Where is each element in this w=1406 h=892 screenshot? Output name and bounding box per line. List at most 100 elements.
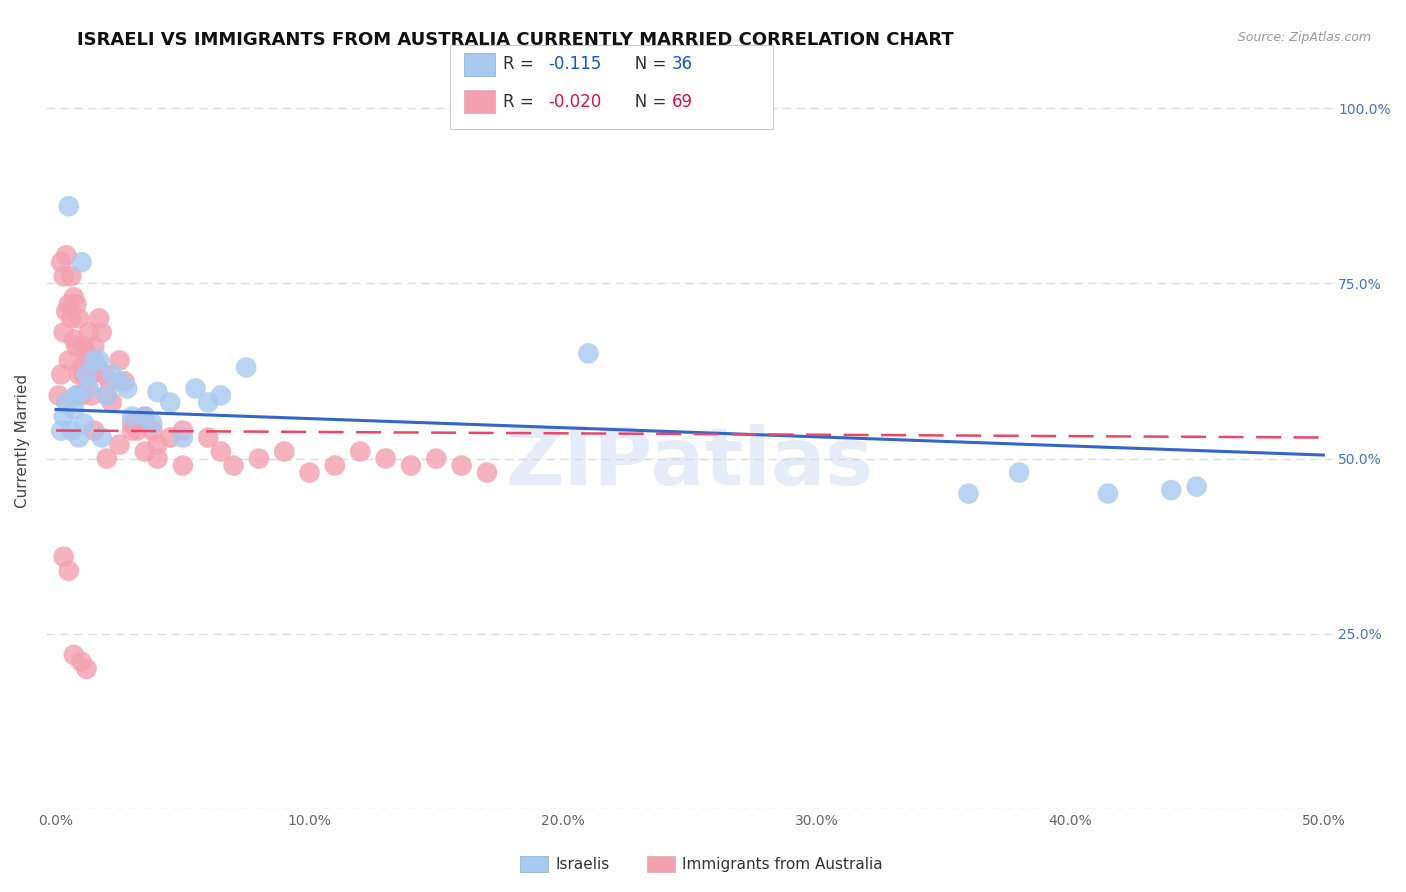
Point: [73, 339, 96, 353]
Point: [90, 326, 112, 340]
Point: [65, 297, 87, 311]
Point: [576, 346, 599, 360]
Point: [108, 437, 131, 451]
Text: Immigrants from Australia: Immigrants from Australia: [682, 857, 883, 871]
Point: [134, 409, 156, 424]
Point: [76, 375, 98, 389]
Point: [159, 395, 181, 409]
Point: [77, 353, 100, 368]
Point: [399, 458, 422, 473]
Point: [51, 424, 73, 438]
Point: [89, 311, 111, 326]
Point: [172, 458, 194, 473]
Point: [323, 458, 346, 473]
Text: Source: ZipAtlas.com: Source: ZipAtlas.com: [1237, 31, 1371, 45]
Point: [349, 444, 371, 458]
Point: [101, 395, 124, 409]
Point: [96, 451, 118, 466]
Text: R =: R =: [503, 93, 540, 111]
Point: [77, 326, 100, 340]
Point: [1160, 483, 1182, 497]
Point: [450, 458, 472, 473]
Point: [134, 409, 156, 424]
Point: [127, 424, 149, 438]
Point: [48, 388, 70, 402]
Point: [65, 388, 87, 402]
Point: [1008, 466, 1031, 480]
Point: [83, 339, 105, 353]
Point: [52, 409, 75, 424]
Point: [374, 451, 396, 466]
Point: [58, 564, 80, 578]
Point: [58, 353, 80, 368]
Point: [108, 375, 131, 389]
Text: Israelis: Israelis: [555, 857, 610, 871]
Point: [141, 424, 163, 438]
Text: N =: N =: [619, 55, 671, 73]
Point: [247, 451, 270, 466]
Point: [60, 311, 83, 326]
Point: [146, 437, 169, 451]
Point: [70, 655, 93, 669]
Text: -0.020: -0.020: [548, 93, 602, 111]
Point: [121, 417, 143, 431]
Point: [60, 424, 83, 438]
Point: [146, 451, 169, 466]
Point: [141, 417, 163, 431]
Text: R =: R =: [503, 55, 540, 73]
Point: [89, 353, 111, 368]
Point: [115, 381, 138, 395]
Point: [108, 353, 131, 368]
Point: [172, 424, 194, 438]
Point: [197, 430, 219, 444]
Point: [273, 444, 295, 458]
Point: [51, 368, 73, 382]
Point: [86, 360, 108, 375]
Point: [80, 388, 103, 402]
Point: [184, 381, 207, 395]
Point: [51, 255, 73, 269]
Text: ZIPatlas: ZIPatlas: [506, 424, 875, 502]
Text: 69: 69: [672, 93, 693, 111]
Point: [146, 384, 169, 399]
Point: [475, 466, 498, 480]
Point: [222, 458, 245, 473]
Point: [55, 248, 77, 262]
Point: [114, 375, 136, 389]
Point: [63, 648, 86, 662]
Y-axis label: Currently Married: Currently Married: [15, 374, 30, 508]
Point: [83, 353, 105, 368]
Point: [63, 290, 86, 304]
Point: [63, 402, 86, 417]
Point: [159, 430, 181, 444]
Point: [77, 381, 100, 395]
Point: [93, 368, 115, 382]
Point: [83, 424, 105, 438]
Point: [209, 444, 232, 458]
Point: [101, 368, 124, 382]
Point: [209, 388, 232, 402]
Point: [96, 388, 118, 402]
Point: [58, 199, 80, 213]
Point: [70, 388, 93, 402]
Text: N =: N =: [619, 93, 671, 111]
Point: [425, 451, 447, 466]
Point: [55, 304, 77, 318]
Point: [76, 368, 98, 382]
Point: [73, 368, 96, 382]
Point: [1097, 486, 1119, 500]
Point: [80, 368, 103, 382]
Point: [90, 430, 112, 444]
Point: [957, 486, 980, 500]
Point: [121, 409, 143, 424]
Text: 36: 36: [672, 55, 693, 73]
Text: -0.115: -0.115: [548, 55, 602, 73]
Text: ISRAELI VS IMMIGRANTS FROM AUSTRALIA CURRENTLY MARRIED CORRELATION CHART: ISRAELI VS IMMIGRANTS FROM AUSTRALIA CUR…: [77, 31, 955, 49]
Point: [60, 269, 83, 284]
Point: [73, 417, 96, 431]
Point: [172, 430, 194, 444]
Point: [65, 339, 87, 353]
Point: [134, 444, 156, 458]
Point: [52, 326, 75, 340]
Point: [67, 368, 90, 382]
